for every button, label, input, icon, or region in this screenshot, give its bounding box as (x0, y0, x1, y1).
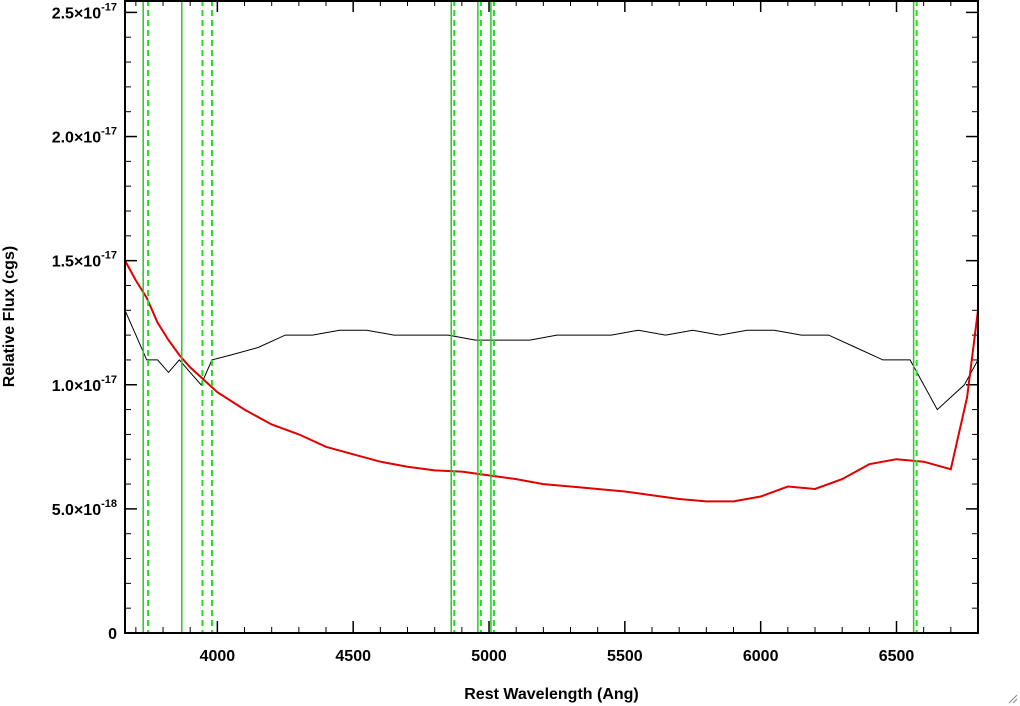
y-tick-label: 2.5×10-17 (52, 1, 117, 22)
y-tick-label: 2.0×10-17 (52, 126, 117, 147)
series-line-0 (124, 310, 979, 411)
y-tick-label: 5.0×10-18 (52, 498, 117, 519)
resize-grip-icon[interactable] (1006, 692, 1018, 704)
emission-line-markers (142, 0, 918, 633)
x-tick-label: 4500 (335, 648, 371, 665)
x-tick-label: 4000 (200, 648, 236, 665)
y-tick-label: 0 (108, 626, 117, 643)
x-tick-labels: 4000 4500 5000 5500 6000 6500 (200, 648, 915, 665)
x-tick-label: 6500 (879, 648, 915, 665)
series-line-1 (124, 260, 979, 503)
x-tick-label: 6000 (743, 648, 779, 665)
y-axis-title: Relative Flux (cgs) (1, 246, 18, 387)
y-tick-label: 1.0×10-17 (52, 374, 117, 395)
y-tick-labels: 0 5.0×10-18 1.0×10-17 1.5×10-17 2.0×10-17 2.5… (52, 1, 117, 643)
x-axis-title: Rest Wavelength (Ang) (464, 686, 639, 703)
plot-frame (124, 0, 979, 634)
y-tick-label: 1.5×10-17 (52, 250, 117, 271)
x-tick-label: 5000 (471, 648, 507, 665)
axis-ticks (125, 0, 979, 634)
x-tick-label: 5500 (607, 648, 643, 665)
series-layer (124, 260, 979, 503)
